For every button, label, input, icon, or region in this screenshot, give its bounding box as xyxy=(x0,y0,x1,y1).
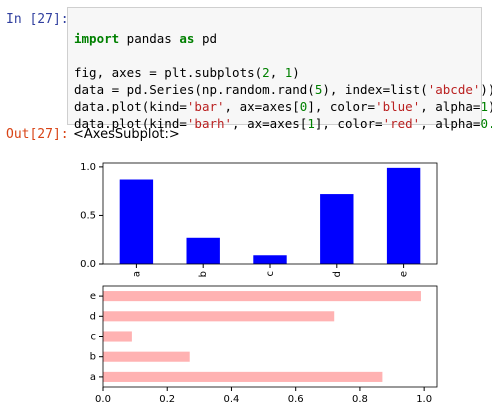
code-line: import pandas as pd xyxy=(74,30,475,47)
token: fig, axes = plt.subplots( xyxy=(74,65,263,80)
axes-frame xyxy=(102,285,438,388)
bar xyxy=(186,237,220,264)
token: , ax=axes[ xyxy=(232,116,308,131)
token: ) xyxy=(488,99,492,114)
x-tick-label: a xyxy=(131,271,142,277)
token: 'bar' xyxy=(186,99,225,114)
input-prompt: In [27]: xyxy=(6,12,69,27)
output-text: <AxesSubplot:> xyxy=(73,127,180,142)
x-tick-label: e xyxy=(399,271,410,277)
y-tick-label: c xyxy=(91,332,97,343)
code-line: data.plot(kind='barh', ax=axes[1], color… xyxy=(74,115,492,132)
token: , alpha= xyxy=(420,99,481,114)
bar xyxy=(320,194,354,264)
x-tick-label: 0.0 xyxy=(95,394,111,405)
token: 1 xyxy=(307,116,315,131)
bar xyxy=(103,351,190,362)
x-tick-label: 0.8 xyxy=(352,394,368,405)
token: 5 xyxy=(314,82,323,97)
bar xyxy=(103,291,421,302)
x-tick-label: b xyxy=(198,271,209,277)
code-line: data.plot(kind='bar', ax=axes[0], color=… xyxy=(74,98,492,115)
bar xyxy=(103,371,383,382)
token: ) xyxy=(292,65,300,80)
token: import xyxy=(74,31,120,46)
token: data.plot(kind= xyxy=(74,116,187,131)
token: data.plot(kind= xyxy=(74,99,187,114)
bar xyxy=(103,331,132,342)
token: 2 xyxy=(262,65,270,80)
token: , alpha= xyxy=(420,116,481,131)
bar xyxy=(253,255,287,264)
token: 'red' xyxy=(382,116,421,131)
x-tick-label: d xyxy=(332,271,343,277)
bar xyxy=(103,311,335,322)
token: ], color= xyxy=(314,116,383,131)
token: 'blue' xyxy=(375,99,421,114)
x-tick-label: 1.0 xyxy=(416,394,432,405)
bar xyxy=(386,167,421,264)
y-tick-label: 1.0 xyxy=(80,162,96,173)
token: ], color= xyxy=(307,99,376,114)
token: ), index=list( xyxy=(322,82,428,97)
x-tick-label: 0.2 xyxy=(159,394,175,405)
y-tick-label: a xyxy=(90,372,96,383)
x-tick-label: 0.6 xyxy=(288,394,304,405)
token: )) xyxy=(480,82,492,97)
y-tick-label: d xyxy=(90,311,96,322)
y-tick-label: b xyxy=(90,352,96,363)
y-tick-label: 0.0 xyxy=(80,259,96,270)
token: , ax=axes[ xyxy=(224,99,300,114)
token: as xyxy=(179,31,195,46)
token: 0.3 xyxy=(480,116,492,131)
token: pandas xyxy=(119,31,180,46)
code-line: data = pd.Series(np.random.rand(5), inde… xyxy=(74,81,492,98)
token: , xyxy=(269,65,285,80)
token: 'abcde' xyxy=(427,82,481,97)
x-tick-label: 0.4 xyxy=(224,394,240,405)
token: pd xyxy=(194,31,218,46)
token: data = pd.Series(np.random.rand( xyxy=(74,82,315,97)
x-tick-label: c xyxy=(265,271,276,277)
token: 0 xyxy=(299,99,308,114)
output-prompt: Out[27]: xyxy=(6,127,69,142)
token: 'barh' xyxy=(186,116,233,131)
axes-frame xyxy=(102,162,438,265)
code-line: fig, axes = plt.subplots(2, 1) xyxy=(74,64,475,81)
bar xyxy=(119,179,154,264)
code-cell[interactable]: import pandas as pd fig, axes = plt.subpl… xyxy=(67,7,492,131)
token: 1 xyxy=(480,99,488,114)
y-tick-label: e xyxy=(90,291,96,302)
y-tick-label: 0.5 xyxy=(80,210,96,221)
token: 1 xyxy=(284,65,293,80)
